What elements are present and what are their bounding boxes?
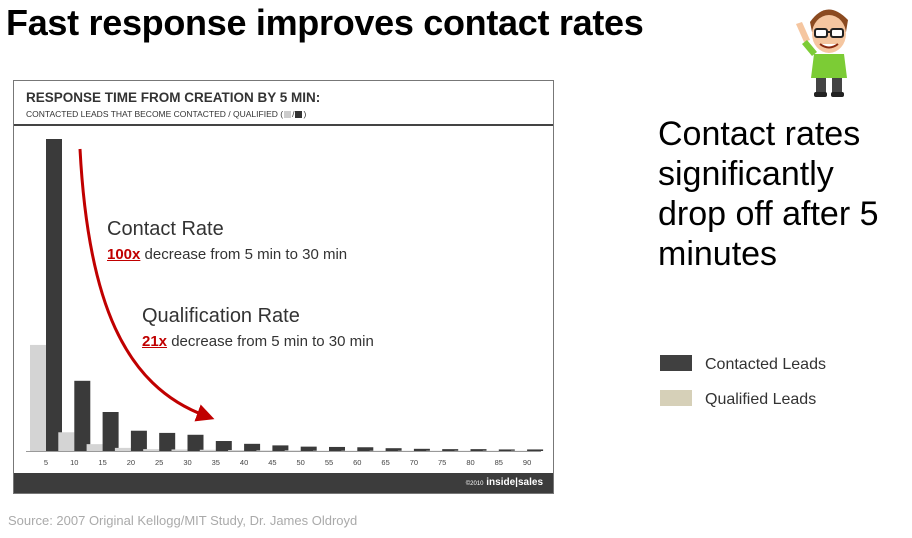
bar-contacted xyxy=(470,449,487,451)
bar-contacted xyxy=(74,380,91,451)
bar-contacted xyxy=(244,443,261,451)
bar-qualified xyxy=(30,344,46,451)
bar-contacted xyxy=(527,449,544,451)
x-tick-label: 15 xyxy=(98,458,106,467)
x-tick-label: 45 xyxy=(268,458,276,467)
bar-contacted xyxy=(385,448,402,451)
cartoon-avatar-icon xyxy=(796,9,848,97)
insidesales-logo: ©2010 inside|sales xyxy=(465,477,543,488)
side-callout-text: Contact rates significantly drop off aft… xyxy=(658,115,879,273)
bar-contacted xyxy=(442,449,459,451)
bar-contacted xyxy=(357,447,374,451)
bar-contacted xyxy=(159,432,176,451)
bar-contacted xyxy=(130,430,147,451)
bar-contacted xyxy=(46,139,62,451)
chart-plot-area: 5 10 15 20 25 30 35 40 45 50 55 60 65 70 75 80 85 90 xyxy=(26,139,544,467)
chart-subtitle: CONTACTED LEADS THAT BECOME CONTACTED / … xyxy=(26,109,307,119)
bar-contacted xyxy=(187,434,204,451)
legend-qualified: Qualified Leads xyxy=(660,390,816,409)
bar-qualified xyxy=(199,449,216,451)
x-tick-label: 35 xyxy=(212,458,220,467)
x-tick-label: 75 xyxy=(438,458,446,467)
bar-contacted xyxy=(300,446,317,451)
x-tick-label: 70 xyxy=(410,458,418,467)
x-tick-label: 50 xyxy=(297,458,305,467)
bar-contacted xyxy=(102,412,119,451)
x-tick-label: 40 xyxy=(240,458,248,467)
qualification-rate-annotation: Qualification Rate 21x decrease from 5 m… xyxy=(142,305,374,350)
bar-qualified xyxy=(114,447,131,451)
x-tick-label: 80 xyxy=(466,458,474,467)
x-tick-label: 20 xyxy=(127,458,135,467)
x-tick-label: 10 xyxy=(70,458,78,467)
qual-rate-factor: 21x xyxy=(142,333,168,350)
bar-qualified xyxy=(284,450,301,451)
x-tick-label: 55 xyxy=(325,458,333,467)
x-tick-label: 30 xyxy=(183,458,191,467)
contacted-swatch-icon xyxy=(295,111,303,118)
chart-title: RESPONSE TIME FROM CREATION BY 5 MIN: xyxy=(26,90,321,105)
bar-contacted xyxy=(413,448,430,451)
bar-qualified xyxy=(171,449,188,451)
legend-contacted: Contacted Leads xyxy=(660,355,826,374)
bar-contacted xyxy=(215,441,232,451)
legend-swatch-qualified xyxy=(660,390,692,406)
bar-qualified xyxy=(143,449,160,451)
x-tick-label: 90 xyxy=(523,458,531,467)
x-tick-label: 60 xyxy=(353,458,361,467)
chart-footer: ©2010 inside|sales xyxy=(14,473,553,493)
bar-qualified xyxy=(228,450,245,451)
bar-qualified xyxy=(58,432,75,451)
bar-contacted xyxy=(329,446,345,451)
slide-title: Fast response improves contact rates xyxy=(6,2,644,43)
bar-contacted xyxy=(272,445,289,451)
x-tick-label: 25 xyxy=(155,458,163,467)
x-tick-label: 85 xyxy=(495,458,503,467)
trend-arrow xyxy=(78,148,215,422)
x-tick-label: 65 xyxy=(381,458,389,467)
x-tick-label: 5 xyxy=(44,458,48,467)
bar-contacted xyxy=(498,449,515,451)
legend-swatch-contacted xyxy=(660,355,692,371)
qualified-swatch-icon xyxy=(284,111,292,118)
contact-rate-factor: 100x xyxy=(107,246,141,263)
chart-image: RESPONSE TIME FROM CREATION BY 5 MIN: CO… xyxy=(13,80,554,494)
source-citation: Source: 2007 Original Kellogg/MIT Study,… xyxy=(8,513,358,528)
chart-header: RESPONSE TIME FROM CREATION BY 5 MIN: CO… xyxy=(14,81,553,126)
bar-qualified xyxy=(256,450,273,451)
bar-qualified xyxy=(86,444,103,451)
contact-rate-annotation: Contact Rate 100x decrease from 5 min to… xyxy=(107,218,348,263)
